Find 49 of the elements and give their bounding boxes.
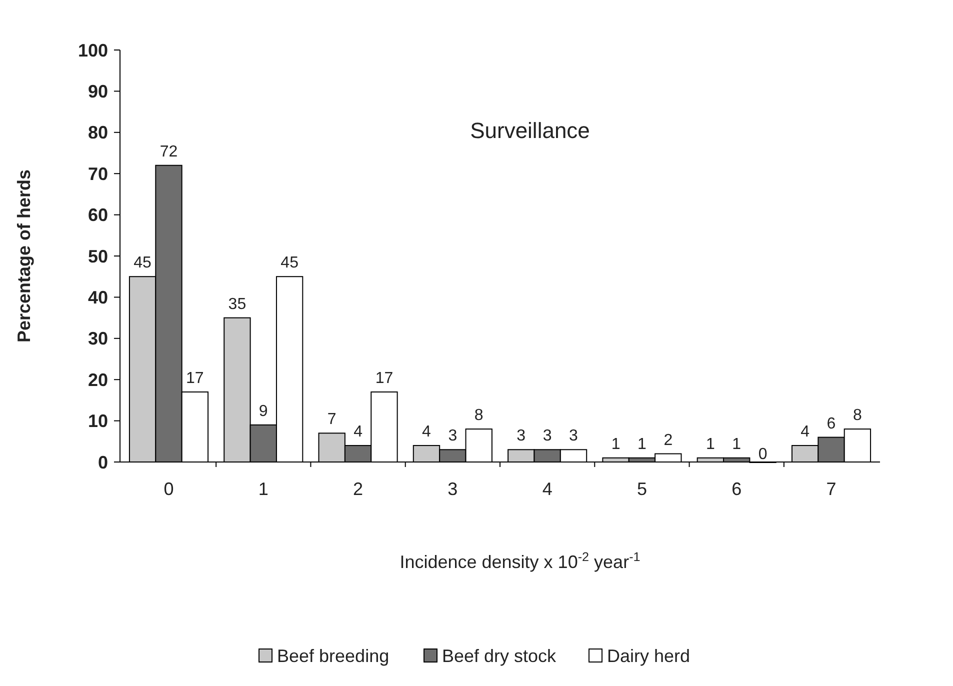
data-label: 0	[758, 446, 768, 463]
y-tick-label: 90	[88, 82, 108, 102]
x-tick-label: 3	[448, 479, 458, 499]
data-label: 1	[732, 436, 742, 453]
x-tick-label: 6	[732, 479, 742, 499]
data-label: 4	[354, 424, 363, 441]
y-tick-label: 40	[88, 288, 108, 308]
data-label: 4	[800, 424, 810, 441]
legend-label: Beef breeding	[277, 646, 390, 666]
y-tick-label: 20	[88, 370, 108, 390]
legend-label: Beef dry stock	[442, 646, 558, 666]
data-label: 9	[258, 402, 268, 420]
text: Surveillance	[470, 118, 590, 143]
y-tick-label: 10	[88, 411, 108, 432]
data-label: 8	[852, 407, 862, 424]
y-tick-label: 60	[88, 205, 108, 226]
data-label: 17	[375, 370, 394, 387]
data-label: 4	[422, 424, 432, 441]
x-tick-label: 2	[353, 479, 364, 499]
data-label: 1	[638, 436, 647, 453]
data-label: 3	[569, 428, 578, 445]
x-tick-label: 7	[826, 479, 836, 499]
y-tick-label: 30	[88, 328, 108, 349]
data-label: 7	[327, 411, 336, 428]
y-tick-label: 100	[78, 40, 108, 60]
data-label: 3	[542, 428, 552, 445]
data-label: 1	[611, 436, 620, 453]
x-tick-label: 5	[636, 479, 647, 499]
x-tick-label: 0	[164, 479, 174, 499]
data-label: 2	[664, 432, 673, 449]
data-label: 3	[516, 428, 526, 445]
data-label: 45	[134, 254, 152, 272]
data-label: 6	[826, 415, 836, 432]
y-tick-label: 80	[88, 122, 108, 143]
y-tick-label: 70	[88, 164, 108, 184]
data-label: 3	[448, 428, 458, 445]
legend-label: Dairy herd	[607, 646, 690, 666]
data-label: 72	[160, 143, 178, 160]
y-tick-label: 0	[98, 452, 108, 472]
data-label: 35	[228, 296, 246, 313]
data-label: 1	[706, 436, 715, 453]
data-label: 17	[186, 370, 204, 387]
x-tick-label: 1	[258, 479, 268, 499]
data-label: 45	[280, 254, 299, 272]
data-label: 8	[474, 407, 484, 424]
y-tick-label: 50	[88, 246, 108, 266]
y-axis-title: Percentage of herds	[14, 169, 34, 343]
x-axis-title: Incidence density x 10$^{-2}$ year$^{-1}$	[400, 550, 640, 572]
x-tick-label: 4	[542, 479, 552, 499]
